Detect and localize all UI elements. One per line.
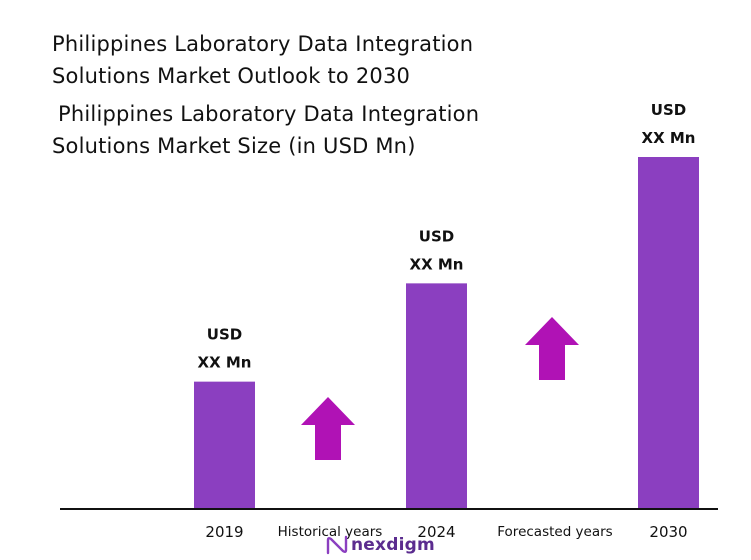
chart-subtitle-line-2: Solutions Market Size (in USD Mn) [52,134,416,158]
nexdigm-logo: nexdigm [326,532,435,558]
value-label-2024-line-2: XX Mn [410,255,464,273]
chart-subtitle: Philippines Laboratory Data Integration … [52,98,572,162]
value-label-2019-line-2: XX Mn [198,354,252,372]
chart-title: Philippines Laboratory Data Integration … [52,28,572,92]
value-label-2019-line-1: USD [207,326,242,344]
arrows-layer [301,317,579,460]
value-label-2030-line-2: XX Mn [642,129,696,147]
x-tick-label-2024: 2024 [417,523,455,541]
labels-layer: USD XX Mn 2019 USD XX Mn 2024 USD XX Mn 2030 Hist… [198,101,696,541]
bars-layer [194,157,699,508]
x-tick-label-2019: 2019 [205,523,243,541]
period-label-2: Forecasted years [497,524,612,540]
bar-2024 [406,283,467,508]
chart-title-line-2: Solutions Market Outlook to 2030 [52,64,411,88]
bar-2019 [194,381,255,508]
x-tick-label-2030: 2030 [649,523,687,541]
growth-arrow-icon [301,397,355,460]
value-label-2024-line-1: USD [419,227,454,245]
chart-subtitle-line-1: Philippines Laboratory Data Integration [58,102,480,126]
logo-text: nexdigm [351,535,435,555]
nexdigm-logo-icon [326,535,348,555]
period-label-1: Historical years [278,524,383,540]
chart-title-line-1: Philippines Laboratory Data Integration [52,32,474,56]
growth-arrow-icon [525,317,579,380]
bar-2030 [638,157,699,508]
value-label-2030-line-1: USD [651,101,686,119]
